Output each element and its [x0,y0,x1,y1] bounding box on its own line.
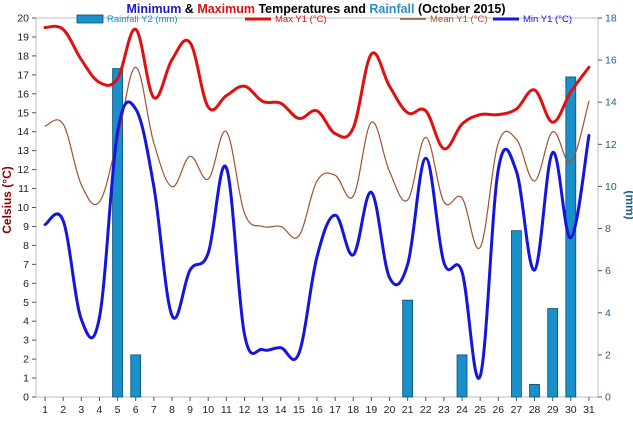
min-temp-line [43,100,591,380]
y-axis-label-right: (mm) [623,190,633,219]
x-tick-label: 29 [547,404,559,416]
y-tick-label-right: 0 [605,392,611,404]
chart-title: Minimum & Maximum Temperatures and Rainf… [126,2,505,16]
x-tick-label: 27 [511,404,523,416]
y-tick-label-left: 10 [17,202,29,214]
y-tick-label-left: 7 [23,259,29,271]
legend-swatch-bar [76,14,104,24]
x-tick-label: 15 [293,404,305,416]
x-tick-label: 30 [565,404,577,416]
y-tick-label-right: 6 [605,265,611,277]
x-tick-label: 21 [402,404,414,416]
x-tick-label: 10 [202,404,214,416]
y-tick-label-left: 11 [18,183,29,195]
y-tick-label-left: 4 [23,316,29,328]
x-tick-label: 28 [529,404,541,416]
x-tick-label: 14 [275,404,287,416]
y-tick-label-left: 8 [23,240,29,252]
chart-title-part: Maximum [197,2,255,16]
x-tick-label: 26 [492,404,504,416]
y-tick-label-right: 2 [605,349,611,361]
y-tick-label-left: 16 [17,88,29,100]
chart-title-part: (October 2015) [415,2,506,16]
legend-label: Max Y1 (°C) [275,14,327,25]
x-tick-label: 18 [347,404,359,416]
y-tick-label-left: 18 [17,50,29,62]
rainfall-bar [456,354,468,398]
rainfall-bar [130,354,142,398]
y-tick-label-left: 5 [23,297,29,309]
legend-label: Min Y1 (°C) [523,14,572,25]
x-tick-label: 16 [311,404,323,416]
y-tick-label-left: 17 [17,69,29,81]
x-tick-label: 8 [169,404,175,416]
x-tick-label: 1 [42,404,48,416]
y-tick-label-left: 12 [17,164,29,176]
y-tick-label-left: 3 [23,335,29,347]
y-axis-label-left: Celsius (°C) [0,166,14,233]
y-tick-label-left: 20 [17,13,29,25]
x-tick-label: 11 [221,404,232,416]
chart-title-part: Minimum [126,2,181,16]
rainfall-bar [402,299,414,398]
y-tick-label-right: 14 [605,97,617,109]
x-tick-label: 5 [115,404,121,416]
y-tick-label-left: 9 [23,221,29,233]
x-tick-label: 22 [420,404,432,416]
x-tick-label: 9 [187,404,193,416]
chart-title-part: & [181,2,197,16]
y-tick-label-left: 0 [23,392,29,404]
y-tick-label-right: 10 [605,181,617,193]
y-tick-label-left: 19 [17,31,29,43]
rainfall-bar [547,308,559,398]
x-tick-label: 25 [474,404,486,416]
y-tick-label-left: 6 [23,278,29,290]
x-tick-label: 4 [97,404,103,416]
x-tick-label: 31 [583,404,595,416]
x-tick-label: 24 [456,404,468,416]
y-tick-label-left: 1 [23,373,29,385]
chart-title-part: Temperatures and [255,2,369,16]
x-tick-label: 13 [257,404,269,416]
y-tick-label-right: 18 [605,13,617,25]
rainfall-bar [529,383,540,398]
y-tick-label-right: 8 [605,223,611,235]
chart-title-part: Rainfall [369,2,414,16]
x-tick-label: 6 [133,404,139,416]
y-tick-label-right: 12 [605,139,617,151]
y-tick-label-right: 16 [605,55,617,67]
y-tick-label-right: 4 [605,307,611,319]
x-tick-label: 20 [384,404,396,416]
legend: Rainfall Y2 (mm) Max Y1 (°C) Mean Y1 (°C) M… [76,14,572,25]
axes: 0123456789101112131415161718192002468101… [17,13,617,417]
y-tick-label-left: 2 [23,354,29,366]
x-tick-label: 7 [151,404,157,416]
x-tick-label: 17 [329,404,341,416]
legend-label: Mean Y1 (°C) [430,14,487,25]
x-tick-label: 2 [60,404,66,416]
y-tick-label-left: 15 [17,107,29,119]
temperature-lines [43,24,591,380]
rainfall-bar [511,230,522,398]
legend-label: Rainfall Y2 (mm) [107,14,178,25]
x-tick-label: 19 [366,404,378,416]
x-tick-label: 12 [239,404,251,416]
x-tick-label: 3 [78,404,84,416]
y-tick-label-left: 14 [17,126,29,138]
y-tick-label-left: 13 [17,145,29,157]
max-temp-line [43,24,591,151]
x-tick-label: 23 [438,404,450,416]
mean-temp-line [44,66,590,250]
